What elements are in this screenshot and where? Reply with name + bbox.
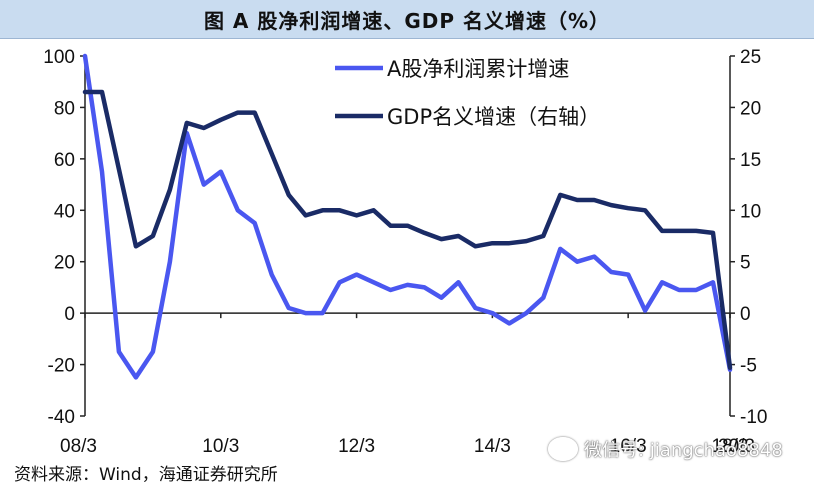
y-left-tick-label: 60: [54, 150, 75, 171]
source-note: 资料来源：Wind，海通证券研究所: [14, 465, 278, 485]
x-tick-label: 12/3: [338, 436, 375, 457]
y-left-tick-label: 0: [64, 304, 75, 325]
wechat-icon: [548, 437, 578, 461]
y-right-tick-label: 10: [740, 201, 761, 222]
y-left-tick-label: -40: [48, 407, 75, 428]
x-tick-label: 08/3: [60, 436, 97, 457]
y-right-tick-label: 15: [740, 150, 761, 171]
series-line-gdp-growth: [82, 89, 733, 370]
x-tick-label: 20/3: [718, 436, 755, 457]
y-left-tick-label: -20: [48, 356, 75, 377]
y-right-tick-label: -5: [740, 356, 757, 377]
line-chart: -40 -20 0 20 40 60 80 100 -10 -5 0 5 10 15 20 25 08/3 10/…: [43, 47, 767, 457]
watermark-text: 微信号: jiangchao8848: [584, 440, 783, 461]
x-tick-label: 16/3: [610, 436, 647, 457]
y-right-tick-label: -10: [740, 407, 767, 428]
y-right-tick-label: 25: [740, 47, 761, 68]
x-tick-label: 18/3: [712, 436, 749, 457]
x-tick-label: 14/3: [474, 436, 511, 457]
x-tick-label: 10/3: [202, 436, 239, 457]
y-left-tick-label: 80: [54, 98, 75, 119]
y-left-tick-label: 40: [54, 201, 75, 222]
y-left-tick-label: 100: [43, 47, 75, 68]
chart-title-bar: 图 A 股净利润增速、GDP 名义增速（%）: [0, 0, 814, 39]
y-left-tick-label: 20: [54, 253, 75, 274]
watermark: 微信号: jiangchao8848: [548, 436, 783, 462]
series-line-profit-growth: [82, 53, 733, 380]
legend-label: A股净利润累计增速: [387, 57, 569, 81]
legend-label: GDP名义增速（右轴）: [387, 105, 600, 129]
y-right-tick-label: 0: [740, 304, 751, 325]
y-right-tick-label: 5: [740, 253, 751, 274]
y-right-tick-label: 20: [740, 98, 761, 119]
chart-title: 图 A 股净利润增速、GDP 名义增速（%）: [203, 8, 611, 33]
